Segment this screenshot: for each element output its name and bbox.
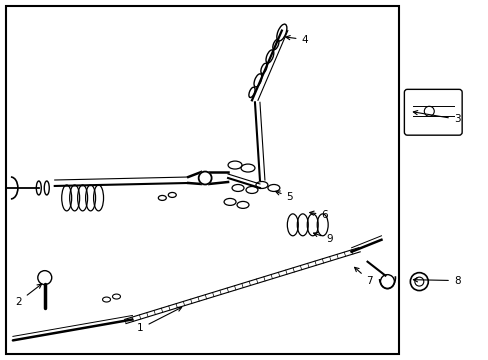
Circle shape [198, 171, 211, 184]
Text: 6: 6 [309, 210, 327, 220]
Text: 9: 9 [313, 233, 332, 244]
Text: 7: 7 [354, 267, 372, 285]
Text: 8: 8 [412, 276, 460, 285]
Text: 2: 2 [16, 284, 41, 306]
Text: 4: 4 [285, 35, 307, 45]
Text: 3: 3 [412, 111, 460, 124]
Text: 5: 5 [275, 191, 292, 202]
Bar [6, 6, 399, 354]
Text: 1: 1 [137, 307, 181, 333]
FancyBboxPatch shape [404, 89, 461, 135]
